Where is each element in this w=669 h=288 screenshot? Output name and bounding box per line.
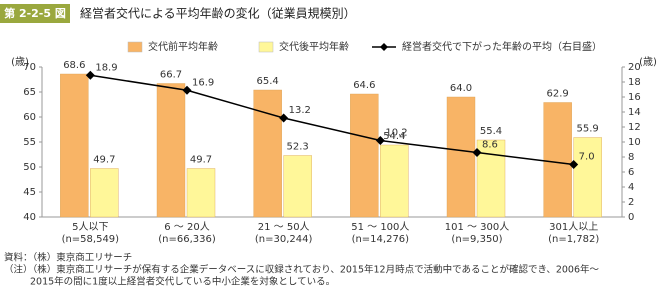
data-label: 66.7 bbox=[160, 70, 182, 81]
x-tick-sublabel: (n=30,244) bbox=[255, 234, 313, 245]
legend-marker bbox=[380, 43, 388, 51]
x-tick-sublabel: (n=1,782) bbox=[548, 234, 599, 245]
y-axis-label: (歳) bbox=[11, 56, 29, 68]
x-tick-label: 21 ～ 50人 bbox=[258, 221, 310, 233]
data-label: 65.4 bbox=[257, 76, 279, 87]
y-tick-label: 45 bbox=[23, 187, 36, 198]
x-tick-sublabel: (n=9,350) bbox=[451, 234, 502, 245]
line bbox=[90, 74, 574, 166]
x-tick-label: 301人以上 bbox=[549, 221, 598, 233]
y-tick-label: 70 bbox=[23, 62, 36, 73]
data-label: 64.6 bbox=[353, 80, 375, 91]
y-tick-label: 55 bbox=[23, 137, 36, 148]
data-label: 49.7 bbox=[93, 155, 115, 166]
legend-label: 交代前平均年齢 bbox=[148, 40, 218, 53]
y-tick-label: 40 bbox=[23, 212, 36, 223]
figure-badge bbox=[0, 4, 70, 23]
bar bbox=[573, 137, 602, 218]
line-marker bbox=[472, 148, 482, 157]
y2-tick-label: 4 bbox=[628, 182, 634, 193]
line-marker bbox=[279, 113, 289, 123]
y-tick-label: 60 bbox=[23, 112, 36, 123]
y2-axis-label: (歳) bbox=[639, 56, 657, 68]
bar bbox=[60, 73, 89, 218]
y2-tick-label: 12 bbox=[628, 122, 641, 133]
y-tick-label: 50 bbox=[23, 162, 36, 173]
legend-label: 交代後平均年齢 bbox=[279, 40, 349, 53]
legend-label: 経営者交代で下がった年齢の平均（右目盛） bbox=[402, 40, 602, 53]
data-label: 7.0 bbox=[579, 152, 595, 163]
line-marker bbox=[569, 160, 579, 169]
bar bbox=[156, 83, 186, 218]
bar bbox=[476, 139, 506, 218]
figure-number: 第 2-2-5 図 bbox=[4, 6, 66, 20]
data-label: 18.9 bbox=[95, 62, 117, 73]
x-tick-label: 51 ～ 100人 bbox=[351, 221, 409, 233]
source-note: 資料：（株）東京商工リサーチ bbox=[4, 252, 132, 264]
bar bbox=[446, 96, 476, 218]
x-tick-sublabel: (n=66,336) bbox=[158, 234, 216, 245]
chart-title: 経営者交代による平均年齢の変化（従業員規模別） bbox=[80, 6, 356, 21]
y2-tick-label: 10 bbox=[628, 137, 641, 148]
data-label: 64.0 bbox=[450, 83, 472, 94]
y2-tick-label: 20 bbox=[628, 62, 641, 73]
data-label: 68.6 bbox=[63, 60, 85, 71]
y2-tick-label: 2 bbox=[628, 197, 634, 208]
line-marker bbox=[85, 70, 95, 80]
bar bbox=[283, 155, 312, 218]
data-label: 62.9 bbox=[547, 89, 569, 100]
data-label: 13.2 bbox=[289, 105, 311, 116]
line-marker bbox=[375, 136, 385, 145]
x-tick-label: 5人以下 bbox=[72, 221, 108, 233]
data-label: 55.4 bbox=[480, 126, 502, 137]
y2-tick-label: 16 bbox=[628, 92, 641, 103]
line-marker bbox=[182, 85, 192, 95]
data-label: 10.2 bbox=[385, 128, 407, 139]
bar bbox=[350, 93, 379, 218]
bar bbox=[380, 144, 409, 218]
y2-tick-label: 6 bbox=[628, 167, 634, 178]
data-label: 52.3 bbox=[287, 142, 309, 153]
data-label: 49.7 bbox=[190, 155, 212, 166]
legend-swatch bbox=[127, 41, 143, 53]
data-label: 8.6 bbox=[482, 140, 498, 151]
x-tick-label: 6 ～ 20人 bbox=[164, 221, 209, 233]
note: （注）（株）東京商工リサーチが保有する企業データベースに収録されており、2015… bbox=[4, 264, 600, 276]
note: 2015年の間に1度以上経営者交代している中小企業を対象としている。 bbox=[30, 276, 335, 288]
y2-tick-label: 8 bbox=[628, 152, 634, 163]
x-tick-sublabel: (n=14,276) bbox=[352, 234, 410, 245]
bar bbox=[90, 168, 119, 218]
y-tick-label: 65 bbox=[23, 87, 36, 98]
y2-tick-label: 0 bbox=[628, 212, 634, 223]
y2-tick-label: 18 bbox=[628, 77, 641, 88]
x-tick-sublabel: (n=58,549) bbox=[62, 234, 120, 245]
bar bbox=[253, 89, 282, 218]
data-label: 54.4 bbox=[383, 131, 405, 142]
bar bbox=[186, 168, 216, 218]
data-label: 55.9 bbox=[577, 124, 599, 135]
y2-tick-label: 14 bbox=[628, 107, 641, 118]
data-label: 16.9 bbox=[192, 77, 214, 88]
legend-swatch bbox=[258, 41, 274, 53]
bar bbox=[543, 102, 572, 218]
x-tick-label: 101 ～ 300人 bbox=[445, 221, 510, 233]
